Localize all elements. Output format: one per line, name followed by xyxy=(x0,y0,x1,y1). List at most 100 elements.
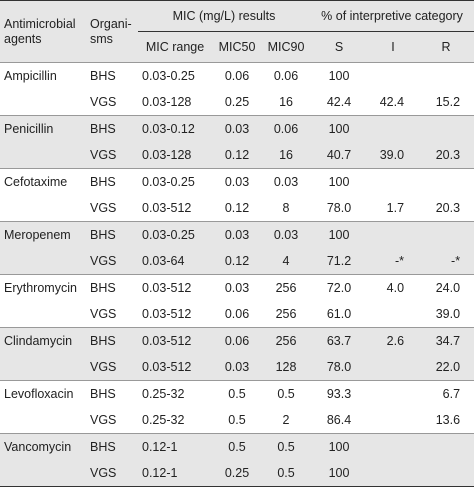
header-cell: MIC50 xyxy=(218,39,256,54)
header-cell: % of interpretive category xyxy=(310,0,474,32)
table-cell xyxy=(418,168,474,195)
table-cell: 0.03 xyxy=(212,274,262,301)
agent-cell: Meropenem xyxy=(0,221,86,248)
table-cell: 0.12 xyxy=(212,248,262,275)
table-cell: 256 xyxy=(275,307,297,321)
table-cell: VGS xyxy=(90,201,117,215)
table-cell: BHS xyxy=(86,433,138,460)
table-cell xyxy=(368,221,419,248)
table-body: Ampicillin BHS 0.03-0.25 0.06 0.06 100 VGS 0.03… xyxy=(0,62,474,487)
table-cell: 63.7 xyxy=(310,327,369,354)
agent-cell xyxy=(0,354,86,381)
table-cell: 16 xyxy=(262,142,311,169)
table-cell: BHS xyxy=(86,168,138,195)
table-cell: 4.0 xyxy=(368,274,419,301)
table-cell: BHS xyxy=(86,221,138,248)
table-cell: 100 xyxy=(310,168,369,195)
table-cell: 24.0 xyxy=(418,274,474,301)
agent-cell xyxy=(0,301,86,328)
table-cell xyxy=(418,221,474,248)
table-cell: 22.0 xyxy=(418,354,474,381)
agent-cell xyxy=(0,407,86,434)
table-cell: 34.7 xyxy=(418,327,474,354)
table-cell: VGS xyxy=(90,307,117,321)
table-cell: -* xyxy=(368,248,419,275)
table-row: VGS 0.03-128 0.12 16 40.7 39.0 20.3 xyxy=(0,142,474,169)
table-row: Levofloxacin BHS 0.25-32 0.5 0.5 93.3 6.7 xyxy=(0,380,474,407)
table-cell: 39.0 xyxy=(368,142,419,169)
table-cell xyxy=(368,460,419,487)
table-cell: 0.06 xyxy=(224,307,250,321)
table-cell: 8 xyxy=(282,201,290,215)
table-cell: 20.3 xyxy=(418,142,474,169)
table-cell xyxy=(368,168,419,195)
table-cell: 4 xyxy=(262,248,311,275)
table-cell: 0.03-64 xyxy=(138,248,212,275)
table-cell: 0.03 xyxy=(262,221,311,248)
agent-cell xyxy=(0,248,86,275)
table-cell: 0.25-32 xyxy=(138,380,212,407)
agent-cell xyxy=(0,89,86,116)
table-cell: 86.4 xyxy=(326,413,352,427)
table-cell: 0.03-0.25 xyxy=(138,221,212,248)
table-cell xyxy=(418,433,474,460)
table-cell xyxy=(368,62,419,89)
table-cell: 0.03-128 xyxy=(142,95,192,109)
table-cell: 15.2 xyxy=(435,95,461,109)
table-cell: 0.06 xyxy=(262,62,311,89)
table-cell: 0.12-1 xyxy=(138,460,212,487)
table-cell: 78.0 xyxy=(310,354,369,381)
table-cell xyxy=(418,460,474,487)
table-row: Ampicillin BHS 0.03-0.25 0.06 0.06 100 xyxy=(0,62,474,89)
table-cell: BHS xyxy=(86,274,138,301)
table-cell: 0.25 xyxy=(224,95,250,109)
table-cell: 0.03-0.25 xyxy=(138,62,212,89)
table-row: Penicillin BHS 0.03-0.12 0.03 0.06 100 xyxy=(0,115,474,142)
table-row: VGS 0.25-32 0.5 2 86.4 13.6 xyxy=(0,407,474,434)
table-cell: 0.5 xyxy=(212,380,262,407)
table-cell: 0.25 xyxy=(212,460,262,487)
table-cell: 0.12 xyxy=(224,201,250,215)
table-row: Clindamycin BHS 0.03-512 0.06 256 63.7 2.6 34.7 xyxy=(0,327,474,354)
table-header: Antimicrobial agents Organi-sms MIC (mg/… xyxy=(0,0,474,63)
header-cell: MIC90 xyxy=(267,39,305,54)
table-cell: 42.4 xyxy=(379,95,405,109)
table-cell: 42.4 xyxy=(326,95,352,109)
table-cell: 100 xyxy=(310,460,369,487)
table-cell: 72.0 xyxy=(310,274,369,301)
table-cell: 0.03-512 xyxy=(138,327,212,354)
table-cell: 0.5 xyxy=(262,433,311,460)
table-cell: 128 xyxy=(262,354,311,381)
table-cell xyxy=(368,407,418,434)
table-row: VGS 0.03-512 0.03 128 78.0 22.0 xyxy=(0,354,474,381)
table-cell: 0.06 xyxy=(212,62,262,89)
header-cell: S xyxy=(334,39,344,54)
table-cell: -* xyxy=(418,248,474,275)
table-cell xyxy=(418,115,474,142)
table-cell: 40.7 xyxy=(310,142,369,169)
table-cell: BHS xyxy=(86,62,138,89)
table-cell: 0.03-512 xyxy=(142,307,192,321)
table-cell: 0.03-512 xyxy=(142,201,192,215)
agent-cell xyxy=(0,142,86,169)
table-row: VGS 0.03-64 0.12 4 71.2 -* -* xyxy=(0,248,474,275)
agent-cell: Ampicillin xyxy=(0,62,86,89)
table-cell: 100 xyxy=(310,115,369,142)
table-cell: 0.03-0.12 xyxy=(138,115,212,142)
table-cell: 6.7 xyxy=(418,380,474,407)
agent-cell xyxy=(0,195,86,222)
agent-cell: Erythromycin xyxy=(0,274,86,301)
results-table: Antimicrobial agents Organi-sms MIC (mg/… xyxy=(0,0,474,487)
table-cell: BHS xyxy=(86,327,138,354)
table-cell: 0.03-128 xyxy=(138,142,212,169)
table-cell: 13.6 xyxy=(435,413,461,427)
table-cell: VGS xyxy=(86,142,138,169)
header-cell: Antimicrobial agents xyxy=(4,16,76,46)
table-cell: 0.03 xyxy=(212,354,262,381)
header-cell: R xyxy=(441,39,451,54)
table-cell: 2.6 xyxy=(368,327,419,354)
table-row: VGS 0.03-128 0.25 16 42.4 42.4 15.2 xyxy=(0,89,474,116)
table-cell: 0.5 xyxy=(262,460,311,487)
table-cell: 100 xyxy=(310,221,369,248)
agent-cell: Cefotaxime xyxy=(0,168,86,195)
